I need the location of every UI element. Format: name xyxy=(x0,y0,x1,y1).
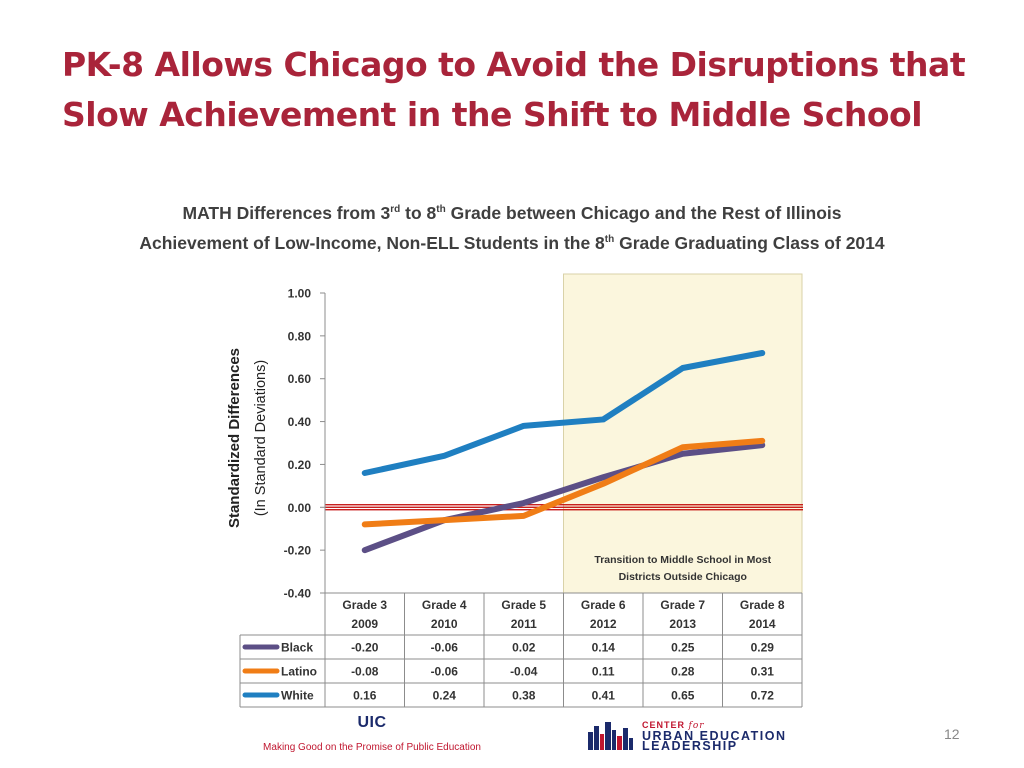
transition-label-line-2: Districts Outside Chicago xyxy=(619,571,747,583)
data-label-white: 0.24 xyxy=(433,689,457,703)
data-label-black: 0.25 xyxy=(671,641,695,655)
series-line-latino xyxy=(361,437,766,528)
x-category-grade: Grade 5 xyxy=(501,598,546,612)
y-axis-sublabel: (In Standard Deviations) xyxy=(253,360,269,516)
logo-for-text: for xyxy=(688,721,705,731)
series-lines xyxy=(361,350,766,554)
chart-subtitle: MATH Differences from 3rd to 8th Grade b… xyxy=(0,198,1024,258)
series-line-black xyxy=(361,442,766,554)
transition-label-line-1: Transition to Middle School in Most xyxy=(594,554,771,566)
legend-label-white: White xyxy=(281,689,314,703)
logo-top-line: CENTER for xyxy=(642,720,787,731)
data-label-latino: 0.31 xyxy=(751,665,775,679)
line-chart: 1.00 0.80 0.60 0.40 0.20 0.00 -0.20 -0.40 Stand… xyxy=(226,273,803,708)
y-tick-label: -0.40 xyxy=(284,587,312,601)
data-label-white: 0.16 xyxy=(353,689,377,703)
data-label-latino: -0.08 xyxy=(351,665,379,679)
data-label-latino: -0.04 xyxy=(510,665,538,679)
title-line-1: PK-8 Allows Chicago to Avoid the Disrupt… xyxy=(62,45,966,84)
data-label-latino: 0.11 xyxy=(592,665,615,679)
y-axis: 1.00 0.80 0.60 0.40 0.20 0.00 -0.20 -0.40 xyxy=(284,287,326,601)
x-category-grade: Grade 3 xyxy=(342,598,387,612)
data-label-white: 0.72 xyxy=(751,689,775,703)
data-label-white: 0.65 xyxy=(671,689,695,703)
x-category-grade: Grade 6 xyxy=(581,598,626,612)
data-label-white: 0.41 xyxy=(592,689,616,703)
superscript: th xyxy=(436,204,446,215)
uic-footer: UIC Making Good on the Promise of Public… xyxy=(262,714,482,753)
logo-wordmark: CENTER for URBAN EDUCATION LEADERSHIP xyxy=(642,720,787,753)
logo-line-2: URBAN EDUCATION xyxy=(642,729,787,743)
data-label-latino: 0.28 xyxy=(671,665,695,679)
x-category-year: 2011 xyxy=(511,617,537,631)
subtitle-line-1: MATH Differences from 3rd to 8th Grade b… xyxy=(0,198,1024,228)
data-label-black: -0.20 xyxy=(351,641,379,655)
skyline-icon xyxy=(588,721,633,750)
y-tick-label: 0.80 xyxy=(288,329,312,343)
x-category-grade: Grade 7 xyxy=(660,598,705,612)
data-label-black: 0.29 xyxy=(751,641,775,655)
superscript: th xyxy=(604,234,615,245)
transition-region xyxy=(563,273,803,594)
legend-label-black: Black xyxy=(281,641,313,655)
subtitle-text: MATH Differences from 3 xyxy=(182,203,391,223)
logo-center-text: CENTER xyxy=(642,720,686,730)
y-tick-label: 0.40 xyxy=(288,415,312,429)
subtitle-text: Achievement of Low-Income, Non-ELL Stude… xyxy=(139,233,605,253)
x-category-year: 2014 xyxy=(749,617,776,631)
y-tick-label: 0.20 xyxy=(288,458,312,472)
x-category-grade: Grade 8 xyxy=(740,598,785,612)
series-line-white xyxy=(361,350,766,476)
logo-line-3: LEADERSHIP xyxy=(642,739,738,753)
uic-tagline: Making Good on the Promise of Public Edu… xyxy=(263,742,481,753)
y-tick-label: 0.60 xyxy=(288,372,312,386)
y-axis-label: Standardized Differences xyxy=(226,348,243,528)
page-number: 12 xyxy=(944,726,960,742)
slide-title: PK-8 Allows Chicago to Avoid the Disrupt… xyxy=(62,40,1012,140)
data-label-black: -0.06 xyxy=(431,641,459,655)
subtitle-line-2: Achievement of Low-Income, Non-ELL Stude… xyxy=(0,228,1024,258)
center-urban-education-logo: CENTER for URBAN EDUCATION LEADERSHIP xyxy=(588,720,787,753)
x-category-year: 2009 xyxy=(351,617,378,631)
title-line-2: Slow Achievement in the Shift to Middle … xyxy=(62,95,923,134)
y-tick-label: 0.00 xyxy=(288,501,312,515)
data-label-black: 0.14 xyxy=(592,641,616,655)
subtitle-text: Grade between Chicago and the Rest of Il… xyxy=(445,203,842,223)
x-category-year: 2012 xyxy=(590,617,617,631)
y-tick-label: 1.00 xyxy=(288,287,312,301)
superscript: rd xyxy=(390,204,401,215)
subtitle-text: Grade Graduating Class of 2014 xyxy=(614,233,885,253)
data-label-black: 0.02 xyxy=(512,641,536,655)
uic-logo-text: UIC xyxy=(357,714,387,731)
zero-reference-line xyxy=(325,504,803,511)
data-table: Grade 3 2009 Grade 4 2010 Grade 5 2011 Grade 6… xyxy=(239,592,803,708)
data-label-latino: -0.06 xyxy=(431,665,459,679)
x-category-year: 2013 xyxy=(669,617,696,631)
x-category-year: 2010 xyxy=(431,617,458,631)
subtitle-text: to 8 xyxy=(400,203,437,223)
x-category-grade: Grade 4 xyxy=(422,598,467,612)
y-tick-label: -0.20 xyxy=(284,544,312,558)
legend-label-latino: Latino xyxy=(281,665,317,679)
data-label-white: 0.38 xyxy=(512,689,536,703)
